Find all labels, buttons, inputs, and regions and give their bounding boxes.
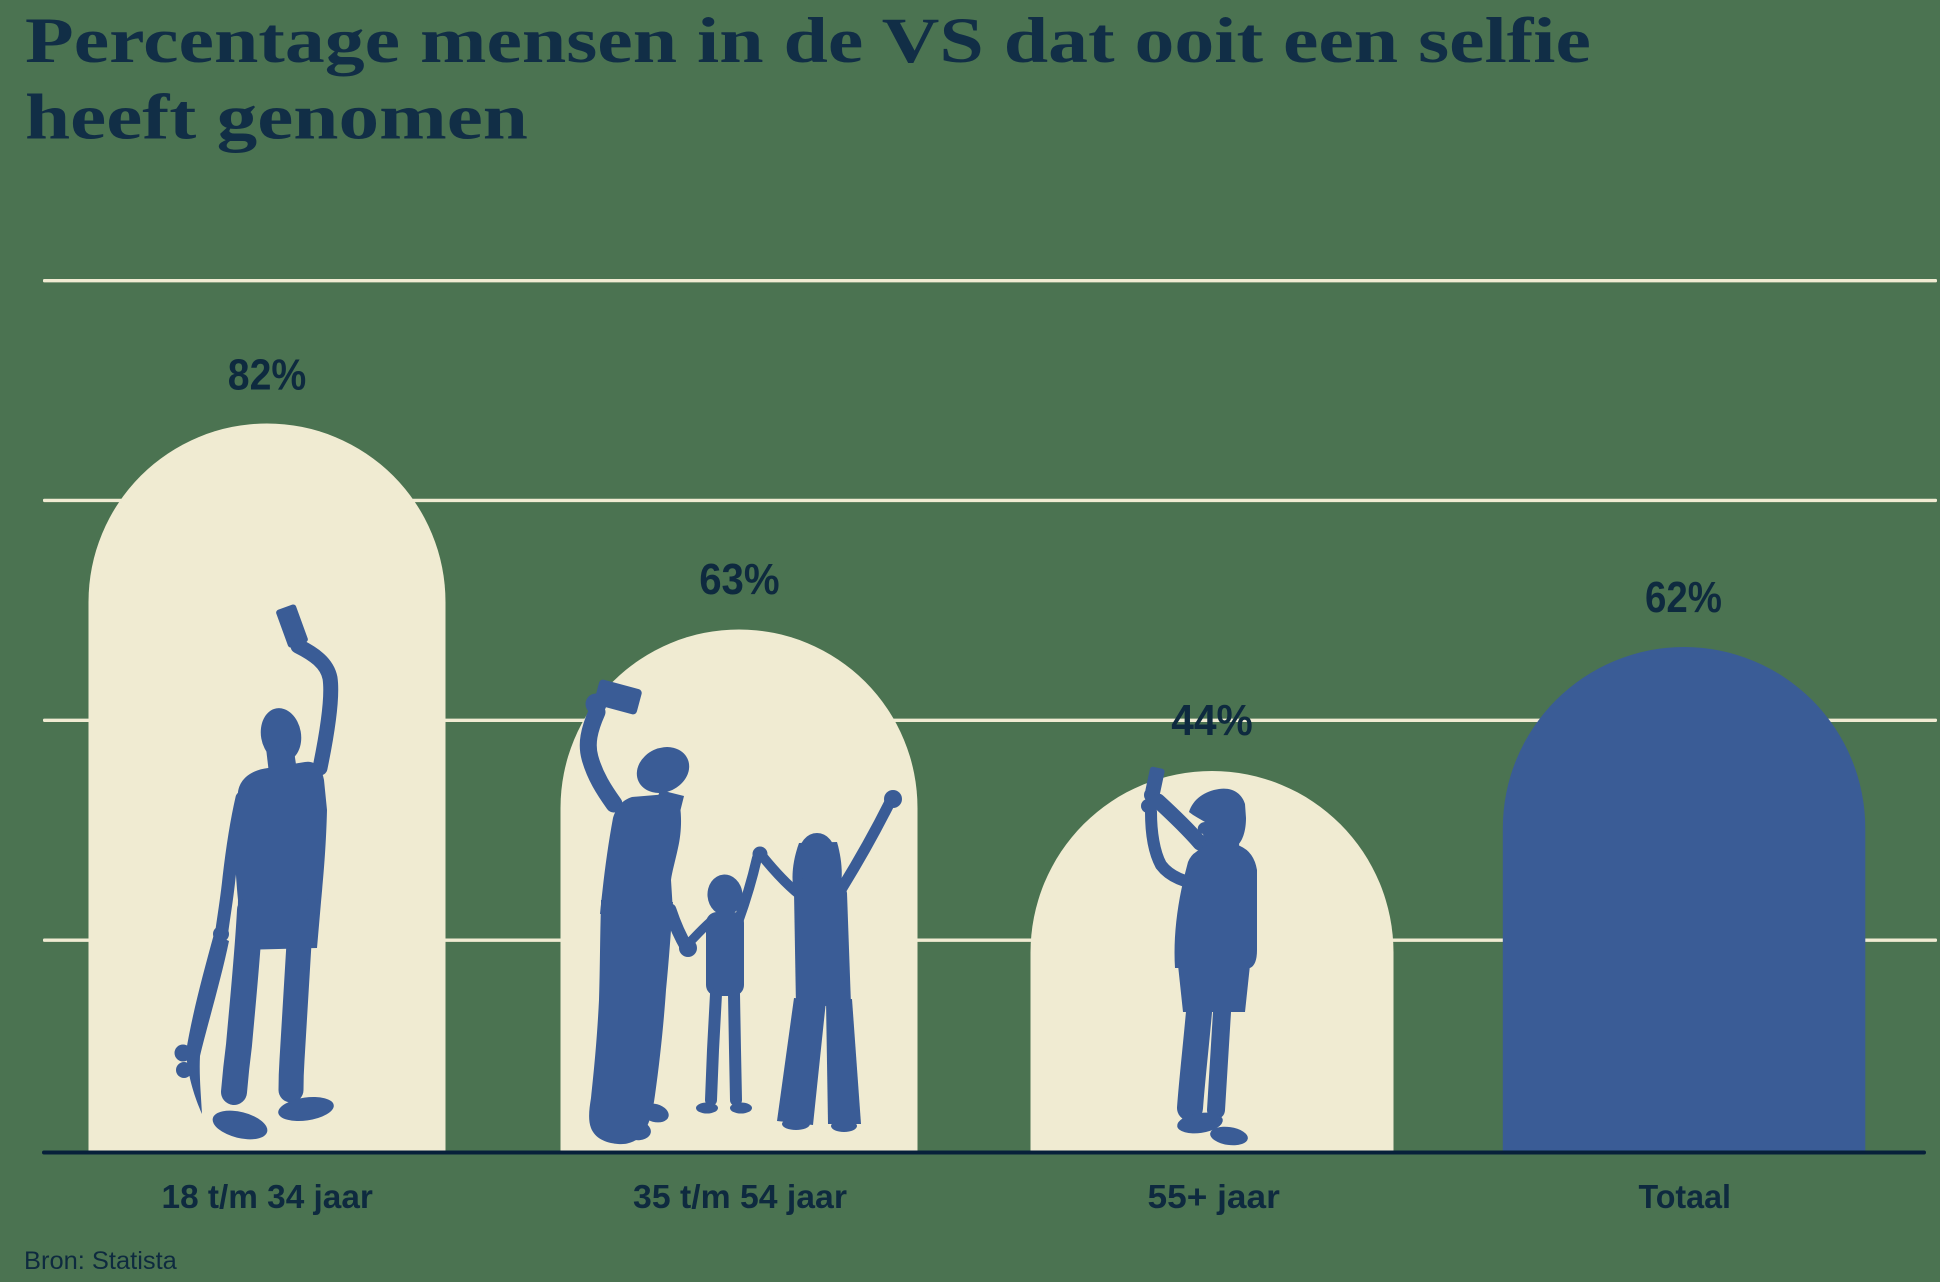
- svg-text:62%: 62%: [1645, 573, 1722, 622]
- svg-text:heeft genomen: heeft genomen: [25, 80, 528, 152]
- svg-text:18 t/m 34 jaar: 18 t/m 34 jaar: [162, 1179, 373, 1216]
- svg-text:35 t/m 54 jaar: 35 t/m 54 jaar: [633, 1179, 847, 1216]
- svg-text:82%: 82%: [228, 349, 306, 399]
- svg-text:44%: 44%: [1171, 696, 1253, 745]
- svg-text:63%: 63%: [699, 554, 779, 603]
- svg-text:55+ jaar: 55+ jaar: [1148, 1179, 1280, 1216]
- svg-text:Bron: Statista: Bron: Statista: [24, 1247, 178, 1275]
- svg-text:Percentage mensen in de VS dat: Percentage mensen in de VS dat ooit een …: [25, 4, 1591, 76]
- svg-text:Totaal: Totaal: [1638, 1178, 1731, 1215]
